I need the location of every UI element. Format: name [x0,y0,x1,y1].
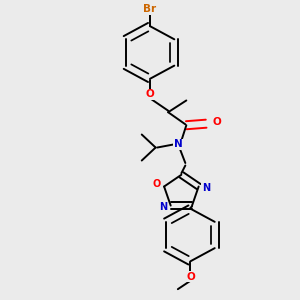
Text: N: N [202,183,210,193]
Text: O: O [153,179,161,189]
Text: N: N [174,140,182,149]
Text: N: N [159,202,167,212]
Text: Br: Br [143,4,157,14]
Text: O: O [186,272,195,282]
Text: O: O [146,89,154,99]
Text: O: O [212,116,221,127]
